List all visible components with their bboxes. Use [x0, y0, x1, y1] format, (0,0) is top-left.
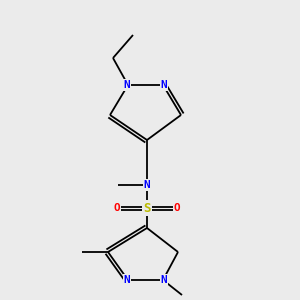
Text: O: O — [174, 203, 180, 213]
Text: N: N — [144, 180, 150, 190]
Text: S: S — [143, 202, 151, 214]
Text: N: N — [160, 80, 167, 90]
Text: N: N — [160, 275, 167, 285]
Text: O: O — [114, 203, 120, 213]
Text: N: N — [124, 80, 130, 90]
Text: N: N — [124, 275, 130, 285]
